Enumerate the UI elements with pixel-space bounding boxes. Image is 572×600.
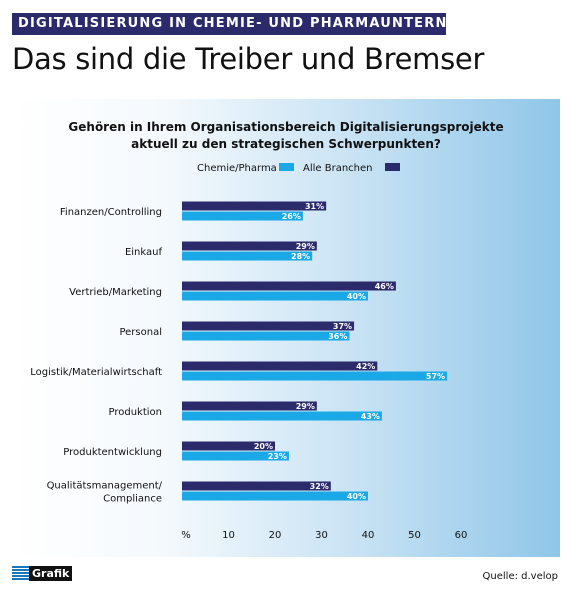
x-tick-label: 30 xyxy=(315,530,328,541)
bar-chart: Gehören in Ihrem Organisationsbereich Di… xyxy=(30,120,503,541)
bar-alle-branchen xyxy=(182,481,331,491)
source-note: Quelle: d.velop xyxy=(482,571,558,582)
logo-label: Grafik xyxy=(29,566,73,581)
category-label: Produktentwicklung xyxy=(63,447,162,458)
bar-chemie-pharma xyxy=(182,411,382,421)
bar-chemie-pharma xyxy=(182,211,303,221)
data-label-alle-branchen: 29% xyxy=(296,402,315,411)
category-label: Vertrieb/Marketing xyxy=(69,287,162,298)
category-label: Finanzen/Controlling xyxy=(60,207,162,218)
category-label: Logistik/Materialwirtschaft xyxy=(30,367,162,378)
category-label: Produktion xyxy=(109,407,163,418)
legend-label: Alle Branchen xyxy=(303,163,373,174)
data-label-chemie-pharma: 26% xyxy=(282,212,301,221)
chart-panel: Gehören in Ihrem Organisationsbereich Di… xyxy=(12,99,560,557)
legend-label: Chemie/Pharma xyxy=(197,163,277,174)
x-tick-label: 60 xyxy=(455,530,468,541)
bar-alle-branchen xyxy=(182,201,327,211)
bar-alle-branchen xyxy=(182,361,378,371)
data-label-alle-branchen: 42% xyxy=(356,362,375,371)
category-label: Compliance xyxy=(103,494,162,505)
bar-alle-branchen xyxy=(182,281,396,291)
category-label: Einkauf xyxy=(125,247,163,258)
data-label-chemie-pharma: 28% xyxy=(291,252,310,261)
data-label-chemie-pharma: 40% xyxy=(347,292,366,301)
bar-alle-branchen xyxy=(182,441,275,451)
category-label: Personal xyxy=(119,327,162,338)
category-label: Qualitätsmanagement/ xyxy=(47,481,163,492)
bar-chemie-pharma xyxy=(182,491,368,501)
data-label-chemie-pharma: 36% xyxy=(328,332,347,341)
data-label-alle-branchen: 29% xyxy=(296,242,315,251)
x-axis-unit: % xyxy=(181,530,191,541)
data-label-alle-branchen: 31% xyxy=(305,202,324,211)
bar-alle-branchen xyxy=(182,401,317,411)
x-tick-label: 10 xyxy=(222,530,235,541)
grafik-logo: Grafik xyxy=(12,566,73,581)
logo-mark-icon xyxy=(12,566,29,581)
legend-swatch xyxy=(279,163,294,171)
data-label-alle-branchen: 20% xyxy=(254,442,273,451)
data-label-alle-branchen: 37% xyxy=(333,322,352,331)
page-title: Das sind die Treiber und Bremser xyxy=(12,42,485,76)
kicker-banner: DIGITALISIERUNG IN CHEMIE- UND PHARMAUNT… xyxy=(12,13,446,35)
bar-chemie-pharma xyxy=(182,251,313,261)
chart-title-line: aktuell zu den strategischen Schwerpunkt… xyxy=(131,137,441,151)
data-label-chemie-pharma: 23% xyxy=(268,452,287,461)
x-tick-label: 20 xyxy=(269,530,282,541)
data-label-alle-branchen: 46% xyxy=(375,282,394,291)
bar-alle-branchen xyxy=(182,321,355,331)
bar-chemie-pharma xyxy=(182,291,368,301)
data-label-chemie-pharma: 57% xyxy=(426,372,445,381)
data-label-alle-branchen: 32% xyxy=(310,482,329,491)
bar-chemie-pharma xyxy=(182,371,448,381)
legend-swatch xyxy=(385,163,400,171)
bar-alle-branchen xyxy=(182,241,317,251)
data-label-chemie-pharma: 43% xyxy=(361,412,380,421)
bar-chemie-pharma xyxy=(182,451,289,461)
bar-chemie-pharma xyxy=(182,331,350,341)
x-tick-label: 40 xyxy=(362,530,375,541)
x-tick-label: 50 xyxy=(408,530,421,541)
chart-title-line: Gehören in Ihrem Organisationsbereich Di… xyxy=(68,120,503,134)
data-label-chemie-pharma: 40% xyxy=(347,492,366,501)
